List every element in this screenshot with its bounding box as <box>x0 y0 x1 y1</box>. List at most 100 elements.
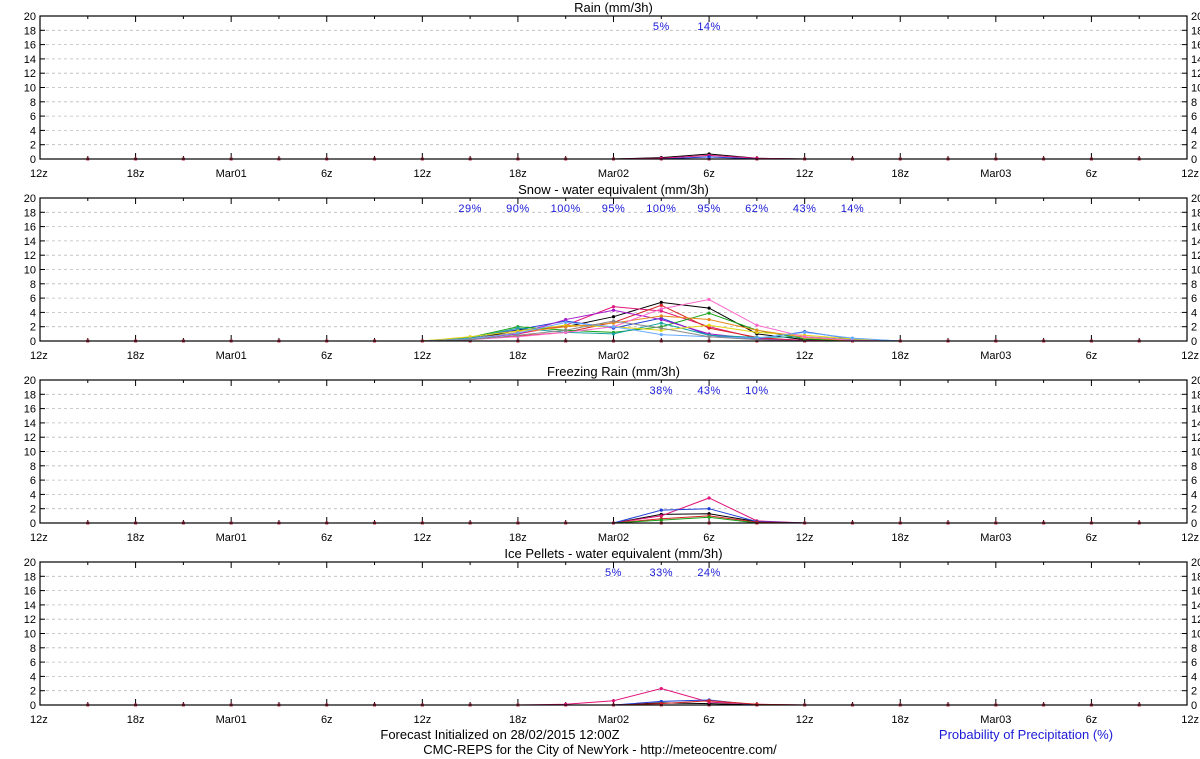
x-tick-label: 12z <box>1181 714 1199 726</box>
probability-label: 38% <box>650 385 674 397</box>
y-tick-label: 2 <box>30 140 36 152</box>
data-point <box>564 325 568 329</box>
x-tick-label: 12z <box>413 350 431 362</box>
data-point <box>564 320 568 325</box>
data-point <box>611 332 616 336</box>
data-point <box>659 326 663 330</box>
y-tick-label: 18 <box>24 389 36 401</box>
x-tick-label: 12z <box>1181 168 1199 180</box>
x-tick-label: 18z <box>127 714 145 726</box>
data-point <box>564 328 568 332</box>
x-tick-label: 6z <box>321 532 333 544</box>
y-tick-label: 2 <box>30 504 36 516</box>
x-tick-label: 6z <box>1086 350 1098 362</box>
probability-label: 24% <box>697 567 721 579</box>
panel-3: Freezing Rain (mm/3h) 0 0 2 2 4 4 6 6 8 8 10 10 12 12 1… <box>24 364 1200 544</box>
data-point <box>611 319 616 323</box>
y-tick-label-right: 18 <box>1191 207 1200 219</box>
y-tick-label: 0 <box>30 336 36 348</box>
y-tick-label: 8 <box>30 279 36 291</box>
data-point <box>611 699 616 703</box>
y-tick-label: 10 <box>24 265 36 277</box>
x-tick-label: 18z <box>127 350 145 362</box>
y-tick-label: 2 <box>30 686 36 698</box>
y-tick-label: 14 <box>24 418 36 430</box>
y-tick-label-right: 12 <box>1191 614 1200 626</box>
x-tick-label: 12z <box>413 714 431 726</box>
y-tick-label: 16 <box>24 222 36 234</box>
y-tick-label: 14 <box>24 600 36 612</box>
y-tick-label: 8 <box>30 643 36 655</box>
x-tick-label: 12z <box>1181 350 1199 362</box>
data-point <box>707 699 711 703</box>
footer: Forecast Initialized on 28/02/2015 12:00… <box>380 727 1113 757</box>
data-point <box>707 507 711 511</box>
y-tick-label-right: 18 <box>1191 571 1200 583</box>
y-tick-label-right: 2 <box>1191 140 1197 152</box>
data-point <box>707 306 711 310</box>
x-tick-label: 18z <box>509 714 527 726</box>
plot-frame <box>39 197 1188 342</box>
footer-source: CMC-REPS for the City of NewYork - http:… <box>423 742 777 757</box>
x-tick-label: Mar03 <box>980 168 1011 180</box>
data-point <box>659 701 663 706</box>
data-point <box>707 311 711 315</box>
y-tick-label: 18 <box>24 207 36 219</box>
panel-title: Freezing Rain (mm/3h) <box>547 364 680 379</box>
data-point <box>707 297 711 302</box>
y-tick-label-right: 16 <box>1191 404 1200 416</box>
x-tick-label: Mar01 <box>216 714 247 726</box>
data-point <box>755 328 759 332</box>
data-point <box>707 515 711 519</box>
data-point <box>707 317 711 322</box>
y-tick-label-right: 0 <box>1191 154 1197 166</box>
data-point <box>707 326 711 330</box>
probability-label: 100% <box>646 203 676 215</box>
y-tick-label-right: 4 <box>1191 489 1197 501</box>
y-tick-label: 20 <box>24 193 36 205</box>
y-tick-label-right: 8 <box>1191 279 1197 291</box>
data-point <box>611 315 616 319</box>
x-tick-label: 6z <box>1086 168 1098 180</box>
y-tick-label: 4 <box>30 489 36 501</box>
y-tick-label-right: 12 <box>1191 250 1200 262</box>
data-point <box>707 335 711 339</box>
y-tick-label-right: 12 <box>1191 432 1200 444</box>
y-tick-label: 12 <box>24 68 36 80</box>
x-tick-label: Mar02 <box>598 168 629 180</box>
y-tick-label: 6 <box>30 475 36 487</box>
x-tick-label: 6z <box>1086 714 1098 726</box>
y-tick-label-right: 10 <box>1191 447 1200 459</box>
x-tick-label: 12z <box>30 532 48 544</box>
y-tick-label-right: 16 <box>1191 586 1200 598</box>
data-point <box>659 321 663 325</box>
y-tick-label: 16 <box>24 404 36 416</box>
data-point <box>516 326 520 330</box>
y-tick-label-right: 20 <box>1191 11 1200 23</box>
data-point <box>611 305 616 309</box>
y-tick-label-right: 2 <box>1191 504 1197 516</box>
data-point <box>564 317 568 322</box>
y-tick-label: 0 <box>30 700 36 712</box>
x-tick-label: 12z <box>796 714 814 726</box>
y-tick-label-right: 2 <box>1191 686 1197 698</box>
x-tick-label: 12z <box>30 714 48 726</box>
y-tick-label: 6 <box>30 657 36 669</box>
x-tick-label: 18z <box>891 532 909 544</box>
probability-label: 14% <box>697 21 721 33</box>
x-tick-label: 12z <box>413 532 431 544</box>
y-tick-label: 8 <box>30 97 36 109</box>
x-tick-label: 18z <box>509 168 527 180</box>
y-tick-label-right: 4 <box>1191 307 1197 319</box>
x-tick-label: 18z <box>891 714 909 726</box>
probability-label: 5% <box>605 567 622 579</box>
y-tick-label: 16 <box>24 40 36 52</box>
plot-frame <box>39 561 1188 706</box>
data-point <box>659 307 663 311</box>
x-tick-label: 18z <box>509 532 527 544</box>
y-tick-label: 4 <box>30 307 36 319</box>
y-tick-label-right: 14 <box>1191 600 1200 612</box>
probability-label: 33% <box>650 567 674 579</box>
y-tick-label: 10 <box>24 629 36 641</box>
